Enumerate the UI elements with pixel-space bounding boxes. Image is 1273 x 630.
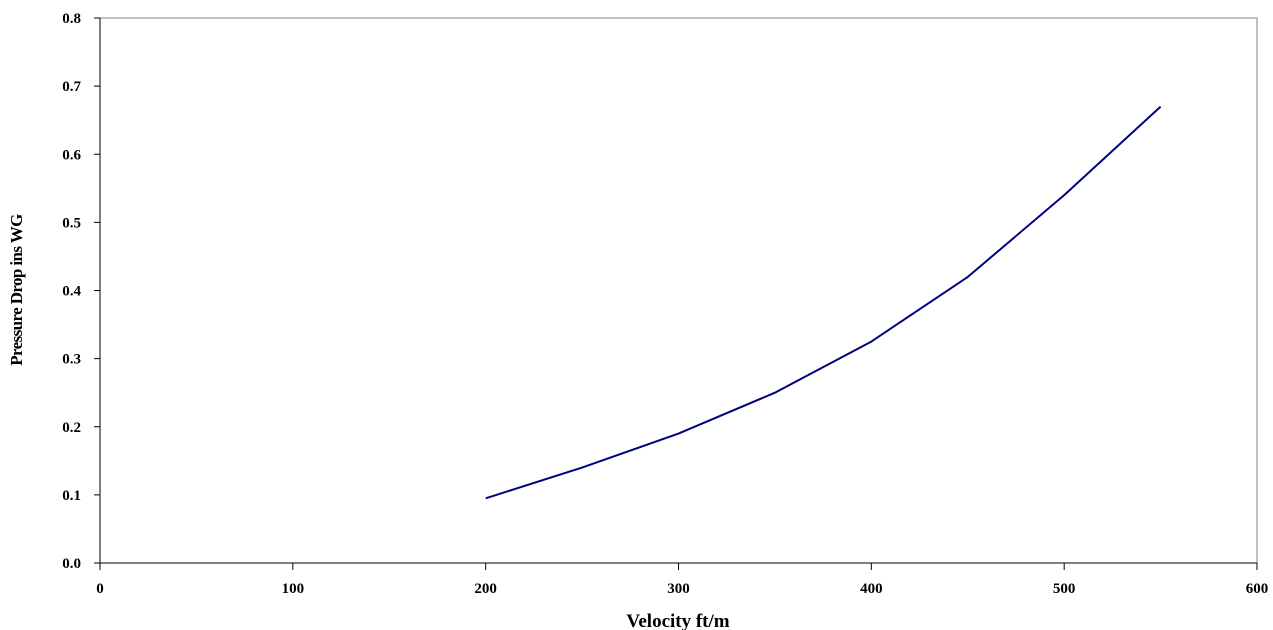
x-tick-label: 500: [1053, 581, 1076, 597]
x-axis-title: Velocity ft/m: [626, 611, 729, 630]
y-axis: 0.0 0.1 0.2 0.3 0.4 0.5 0.6 0.7 0.8: [62, 11, 101, 572]
x-tick-label: 0: [96, 581, 104, 597]
plot-area-frame: [99, 17, 1258, 564]
series-layer: [485, 105, 1162, 500]
y-tick-label: 0.3: [62, 352, 81, 368]
y-tick-label: 0.7: [62, 79, 81, 95]
y-tick-label: 0.0: [62, 556, 81, 572]
y-tick-label: 0.8: [62, 11, 81, 27]
y-tick-label: 0.2: [62, 420, 81, 436]
series-line-0: [485, 105, 1162, 500]
x-axis: 0 100 200 300 400 500 600: [96, 562, 1269, 597]
x-tick-label: 600: [1246, 581, 1269, 597]
x-tick-label: 400: [860, 581, 883, 597]
y-tick-label: 0.1: [62, 488, 81, 504]
y-tick-label: 0.4: [62, 284, 81, 300]
x-tick-label: 100: [282, 581, 305, 597]
x-tick-label: 200: [474, 581, 497, 597]
y-axis-title: Pressure Drop ins WG: [7, 214, 26, 366]
y-tick-label: 0.6: [62, 147, 81, 163]
y-tick-label: 0.5: [62, 215, 81, 231]
x-tick-label: 300: [667, 581, 690, 597]
